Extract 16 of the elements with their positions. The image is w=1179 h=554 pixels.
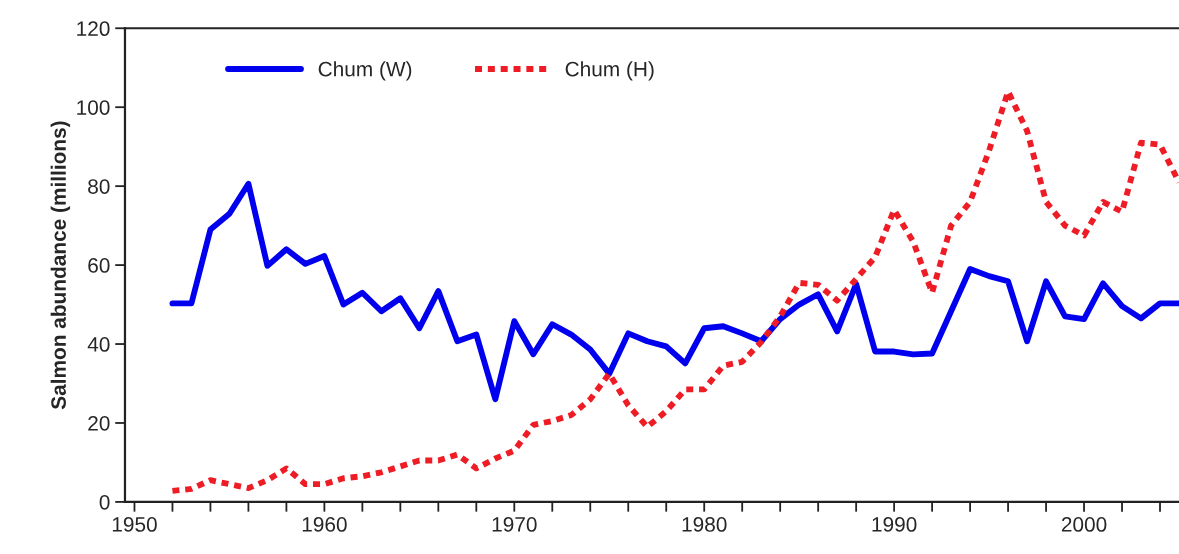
x-tick-label: 1950 <box>112 517 157 532</box>
y-tick-label: 120 <box>77 21 110 37</box>
x-tick-label: 1970 <box>492 517 537 532</box>
x-tick-label: 1990 <box>872 517 917 532</box>
x-tick-label: 1960 <box>302 517 347 532</box>
y-tick-label: 100 <box>77 100 110 115</box>
y-tick-label: 0 <box>99 494 110 510</box>
x-tick-label: 2000 <box>1061 517 1107 532</box>
y-tick-label: 60 <box>88 258 110 273</box>
y-tick-label: 20 <box>88 415 110 431</box>
y-axis-title: Salmon abundance (millions) <box>50 121 71 410</box>
y-tick-label: 80 <box>88 179 110 194</box>
x-tick-label: 1980 <box>682 517 727 532</box>
y-tick-label: 40 <box>87 337 110 352</box>
legend-label: Chum (H) <box>565 61 654 81</box>
legend-label: Chum (W) <box>318 61 412 81</box>
